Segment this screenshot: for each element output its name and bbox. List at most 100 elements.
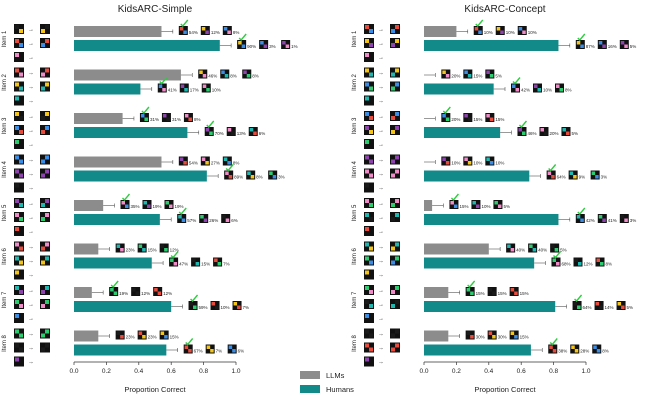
response-grid-cell <box>196 262 200 266</box>
example-input-cell <box>19 87 23 91</box>
example-output-cell <box>391 130 395 134</box>
response-grid-cell <box>538 88 542 92</box>
example-input-cell <box>369 261 373 265</box>
example-input-cell <box>365 330 369 334</box>
response-grid-cell <box>225 172 229 176</box>
response-grid-cell <box>549 346 553 350</box>
response-percentage: 8% <box>230 74 237 79</box>
response-grid-cell <box>486 158 490 162</box>
response-percentage: 12% <box>141 291 150 296</box>
human-bar <box>424 84 494 95</box>
correct-checkmark-icon <box>181 20 188 26</box>
response-grid-cell <box>577 306 581 310</box>
response-grid-cell <box>553 259 557 263</box>
response-grid-cell <box>511 248 515 252</box>
response-grid-cell <box>174 262 178 266</box>
response-grid-cell <box>621 41 625 45</box>
test-input-cell <box>365 97 369 101</box>
example-output-cell <box>41 247 45 251</box>
response-grid-cell <box>139 245 143 249</box>
response-grid-cell <box>221 71 225 75</box>
example-input-cell <box>365 83 369 87</box>
response-grid-cell <box>250 128 254 132</box>
item-label: Item 3 <box>352 117 358 134</box>
example-input-cell <box>15 83 19 87</box>
response-percentage: 7% <box>223 262 230 267</box>
response-grid-cell <box>490 74 494 78</box>
example-input-cell <box>365 25 369 29</box>
response-grid-cell <box>185 114 189 118</box>
response-percentage: 10% <box>473 161 482 166</box>
response-grid-cell <box>180 158 184 162</box>
example-input-cell <box>19 174 23 178</box>
human-bar <box>74 301 171 312</box>
response-grid-cell <box>514 335 518 339</box>
human-bar <box>74 345 166 356</box>
x-tick-label: 0.0 <box>69 368 78 375</box>
arrow-icon: → <box>378 201 384 207</box>
response-percentage: 6% <box>259 131 266 136</box>
response-grid-cell <box>454 205 458 209</box>
response-grid-cell <box>522 31 526 35</box>
example-output-cell <box>391 87 395 91</box>
response-percentage: 10% <box>543 88 552 93</box>
response-grid-cell <box>164 335 168 339</box>
item-label: Item 7 <box>2 291 8 308</box>
response-grid-cell <box>514 292 518 296</box>
response-percentage: 10% <box>506 30 515 35</box>
response-grid-cell <box>247 74 251 78</box>
arrow-icon: → <box>28 346 34 352</box>
x-tick-label: 0.8 <box>199 368 208 375</box>
example-output-cell <box>391 334 395 338</box>
example-output-cell <box>391 29 395 33</box>
example-output-cell <box>45 300 49 304</box>
arrow-icon: → <box>378 316 384 322</box>
response-percentage: 10% <box>484 30 493 35</box>
example-output-cell <box>41 348 45 352</box>
correct-checkmark-icon <box>111 281 118 287</box>
arrow-icon: → <box>378 302 384 308</box>
legend-swatch-llms <box>300 371 320 379</box>
example-output-cell <box>41 43 45 47</box>
response-grid-cell <box>273 175 277 179</box>
response-grid-cell <box>224 27 228 31</box>
response-grid-cell <box>450 201 454 205</box>
response-percentage: 17% <box>190 88 199 93</box>
response-grid-cell <box>202 27 206 31</box>
response-grid-cell <box>232 349 236 353</box>
response-percentage: 27% <box>211 161 220 166</box>
response-grid-cell <box>551 175 555 179</box>
response-percentage: 15% <box>170 335 179 340</box>
example-input-cell <box>19 29 23 33</box>
response-grid-cell <box>234 302 238 306</box>
correct-checkmark-icon <box>191 295 198 301</box>
arrow-icon: → <box>28 158 34 164</box>
arrow-icon: → <box>28 215 34 221</box>
response-grid-cell <box>621 306 625 310</box>
arrow-icon: → <box>378 27 384 33</box>
response-percentage: 40% <box>538 248 547 253</box>
response-grid-cell <box>207 346 211 350</box>
response-grid-cell <box>464 158 468 162</box>
item-label: Item 8 <box>352 335 358 352</box>
correct-checkmark-icon <box>239 34 246 40</box>
example-input-cell <box>365 170 369 174</box>
example-input-cell <box>369 174 373 178</box>
response-grid-cell <box>184 88 188 92</box>
response-grid-cell <box>188 349 192 353</box>
human-bar <box>74 214 160 225</box>
example-input-cell <box>365 112 369 116</box>
response-grid-cell <box>247 172 251 176</box>
correct-checkmark-icon <box>186 339 193 345</box>
response-percentage: 42% <box>586 218 595 223</box>
arrow-icon: → <box>28 71 34 77</box>
response-grid-cell <box>475 27 479 31</box>
response-percentage: 31% <box>150 117 159 122</box>
example-output-cell <box>395 156 399 160</box>
item-label: Item 7 <box>352 291 358 308</box>
response-percentage: 38% <box>558 349 567 354</box>
example-output-cell <box>391 43 395 47</box>
human-bar <box>424 40 558 51</box>
arrow-icon: → <box>378 259 384 265</box>
response-percentage: 64% <box>583 305 592 310</box>
